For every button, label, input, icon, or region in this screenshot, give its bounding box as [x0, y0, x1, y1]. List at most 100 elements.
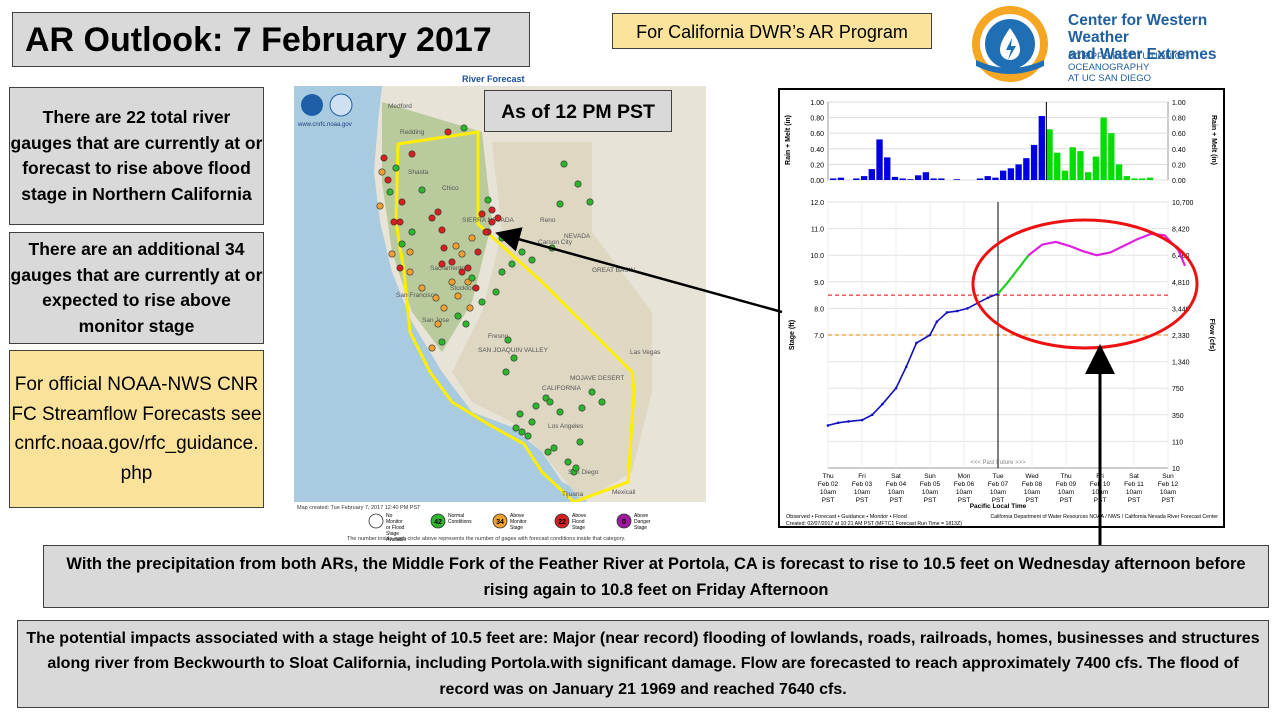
- observed-point: [966, 307, 969, 310]
- rain-bar: [1131, 178, 1138, 180]
- gauge-marker: [376, 202, 384, 210]
- stage-xtick-label: Feb 04: [886, 481, 907, 488]
- stage-xtick-label: Feb 09: [1056, 481, 1077, 488]
- legend-swatch: [430, 513, 446, 529]
- gauge-marker: [438, 226, 446, 234]
- gauge-marker: [380, 154, 388, 162]
- gauge-marker: [548, 244, 556, 252]
- stage-xtick-label: PST: [856, 497, 869, 504]
- rain-bar: [837, 177, 845, 180]
- cw3e-name-line1: Center for Western Weather: [1068, 12, 1208, 46]
- bar-ytick-label: 0.60: [810, 131, 824, 138]
- rain-melt-chart: 1.00 1.00 0.80 0.80 0.60 0.60 0.40 0.40 0.20 0.20…: [785, 100, 1217, 185]
- stage-xtick-label: PST: [1060, 497, 1073, 504]
- gauge-marker: [560, 160, 568, 168]
- forecast-summary-text: With the precipitation from both ARs, th…: [66, 554, 1246, 599]
- gauge-marker: [478, 210, 486, 218]
- stage-xtick-label: PST: [958, 497, 971, 504]
- flow-tick-label: 350: [1172, 413, 1184, 420]
- rain-bar: [1077, 151, 1084, 180]
- map-place-label: Carson City: [538, 239, 573, 246]
- rain-bar: [938, 178, 945, 180]
- map-place-label: Stockton: [450, 285, 476, 292]
- stage-xtick-label: Feb 12: [1158, 481, 1179, 488]
- observed-point: [928, 333, 932, 337]
- rain-bar: [1085, 172, 1092, 180]
- gauge-marker: [576, 438, 584, 446]
- map-graphic: River Forecast www.cnrfc.noaa.gov Reddin…: [294, 74, 706, 543]
- rain-bar: [1007, 168, 1015, 180]
- stage-series-line: [1027, 232, 1187, 267]
- gauge-marker: [578, 404, 586, 412]
- map-place-label: San Jose: [422, 317, 449, 324]
- map-title: River Forecast: [462, 74, 525, 84]
- stage-xtick-label: Fri: [1096, 473, 1104, 480]
- legend-count: 42: [434, 519, 442, 526]
- rain-bar: [1123, 176, 1130, 180]
- bar-y2tick-label: 0.60: [1172, 131, 1186, 138]
- rain-bar: [1092, 156, 1100, 180]
- bar-y2tick-label: 0.40: [1172, 147, 1186, 154]
- stage-xtick-label: PST: [1026, 497, 1039, 504]
- hydro-footer-right: California Department of Water Resources…: [990, 514, 1218, 520]
- observed-point: [881, 402, 884, 406]
- gauge-marker: [482, 228, 490, 236]
- stage-xtick-label: PST: [1128, 497, 1141, 504]
- gauge-marker: [586, 198, 594, 206]
- rain-bar: [899, 178, 906, 180]
- nws-logo-icon: [329, 93, 353, 117]
- stage-xtick-label: 10am: [854, 489, 870, 496]
- gauge-marker: [518, 428, 526, 436]
- stage-xlabel: Pacific Local Time: [970, 503, 1027, 510]
- gauge-marker: [388, 250, 396, 258]
- stage-xtick-label: Thu: [1060, 473, 1072, 480]
- gauge-marker: [528, 418, 536, 426]
- stage-xtick-label: Sun: [924, 473, 936, 480]
- gauge-marker: [460, 124, 468, 132]
- flow-ylabel: Flow (cfs): [1208, 319, 1215, 352]
- map-place-label: Chico: [442, 185, 459, 192]
- bar-ytick-label: 1.00: [810, 100, 824, 107]
- rain-bar: [1023, 158, 1030, 180]
- gauge-marker: [478, 298, 486, 306]
- legend-label: Above: [572, 513, 586, 519]
- gauge-marker: [572, 464, 580, 472]
- rain-bar: [884, 157, 891, 180]
- gauge-marker: [468, 274, 476, 282]
- gauge-marker: [492, 288, 500, 296]
- stage-xtick-label: Mon: [958, 473, 971, 480]
- gauge-marker: [474, 248, 482, 256]
- flow-tick-label: 3,440: [1172, 306, 1190, 313]
- bar-y2tick-label: 0.20: [1172, 162, 1186, 169]
- gauge-marker: [598, 398, 606, 406]
- legend-swatch: [554, 513, 570, 529]
- map-place-label: SIERRA NEVADA: [462, 217, 515, 224]
- observed-point: [870, 413, 874, 417]
- gauge-marker: [438, 260, 446, 268]
- map-place-label: San Francisco: [396, 292, 438, 299]
- map-forest: [382, 102, 492, 352]
- rain-bar: [953, 179, 960, 180]
- gauge-marker: [510, 354, 518, 362]
- rain-bar: [1054, 152, 1061, 180]
- gauge-marker: [458, 268, 466, 276]
- rain-bar: [891, 176, 899, 180]
- map-place-label: Medford: [388, 103, 412, 110]
- gauge-marker: [494, 214, 502, 222]
- gauge-marker: [396, 264, 404, 272]
- rain-bar: [876, 139, 883, 180]
- page-title: AR Outlook: 7 February 2017: [12, 12, 530, 67]
- observed-point: [986, 296, 990, 300]
- map-place-label: Las Vegas: [630, 349, 661, 356]
- gauge-marker: [550, 444, 558, 452]
- stage-ytick-label: 10.0: [810, 253, 824, 260]
- stage-xtick-label: 10am: [1058, 489, 1074, 496]
- stage-xtick-label: Sat: [1129, 473, 1139, 480]
- stage-xtick-label: Feb 11: [1124, 481, 1144, 488]
- flow-tick-label: 10,700: [1172, 200, 1194, 207]
- rain-bar: [1030, 144, 1038, 180]
- stage-xtick-label: Feb 05: [920, 481, 941, 488]
- rain-bar: [1069, 147, 1076, 180]
- bar-ytick-label: 0.80: [810, 116, 824, 123]
- stage-xtick-label: Feb 06: [954, 481, 975, 488]
